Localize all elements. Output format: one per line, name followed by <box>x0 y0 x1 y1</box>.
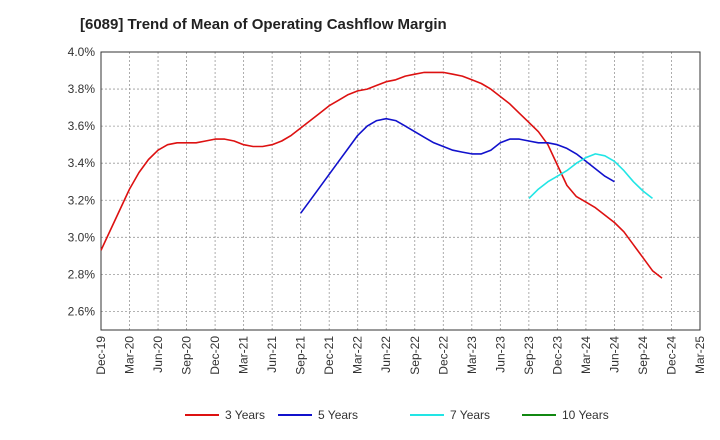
legend-label: 3 Years <box>225 408 265 422</box>
x-tick-label: Mar-23 <box>465 336 479 374</box>
x-tick-label: Jun-24 <box>607 336 621 373</box>
y-tick-label: 3.6% <box>68 119 96 133</box>
x-tick-label: Jun-22 <box>379 336 393 373</box>
x-tick-label: Mar-21 <box>237 336 251 374</box>
x-tick-label: Jun-21 <box>265 336 279 373</box>
x-tick-label: Dec-19 <box>94 336 108 375</box>
x-tick-label: Dec-24 <box>664 336 678 375</box>
series-line-7-years <box>528 153 653 200</box>
x-tick-label: Sep-21 <box>294 336 308 375</box>
y-tick-label: 2.6% <box>68 304 96 318</box>
x-tick-label: Mar-20 <box>123 336 137 374</box>
x-tick-label: Jun-23 <box>493 336 507 373</box>
y-tick-label: 2.8% <box>68 267 96 281</box>
x-tick-label: Sep-20 <box>180 336 194 375</box>
x-tick-label: Dec-22 <box>436 336 450 375</box>
legend-label: 7 Years <box>450 408 490 422</box>
x-tick-label: Dec-20 <box>208 336 222 375</box>
series-line-3-years <box>100 71 663 279</box>
x-tick-label: Jun-20 <box>151 336 165 373</box>
x-tick-label: Dec-21 <box>322 336 336 375</box>
x-tick-label: Dec-23 <box>550 336 564 375</box>
x-tick-label: Sep-23 <box>522 336 536 375</box>
x-tick-label: Mar-24 <box>579 336 593 374</box>
plot-border <box>100 51 701 331</box>
x-tick-label: Sep-24 <box>636 336 650 375</box>
x-tick-label: Mar-22 <box>351 336 365 374</box>
y-tick-label: 3.2% <box>68 193 96 207</box>
x-tick-label: Sep-22 <box>408 336 422 375</box>
legend-label: 10 Years <box>562 408 609 422</box>
y-tick-label: 3.0% <box>68 230 96 244</box>
y-tick-label: 3.4% <box>68 156 96 170</box>
chart-title: [6089] Trend of Mean of Operating Cashfl… <box>80 16 447 33</box>
series-line-5-years <box>300 117 615 214</box>
x-tick-label: Mar-25 <box>693 336 707 374</box>
plot-area <box>101 52 700 330</box>
y-tick-label: 4.0% <box>68 45 96 59</box>
legend-label: 5 Years <box>318 408 358 422</box>
y-tick-label: 3.8% <box>68 82 96 96</box>
